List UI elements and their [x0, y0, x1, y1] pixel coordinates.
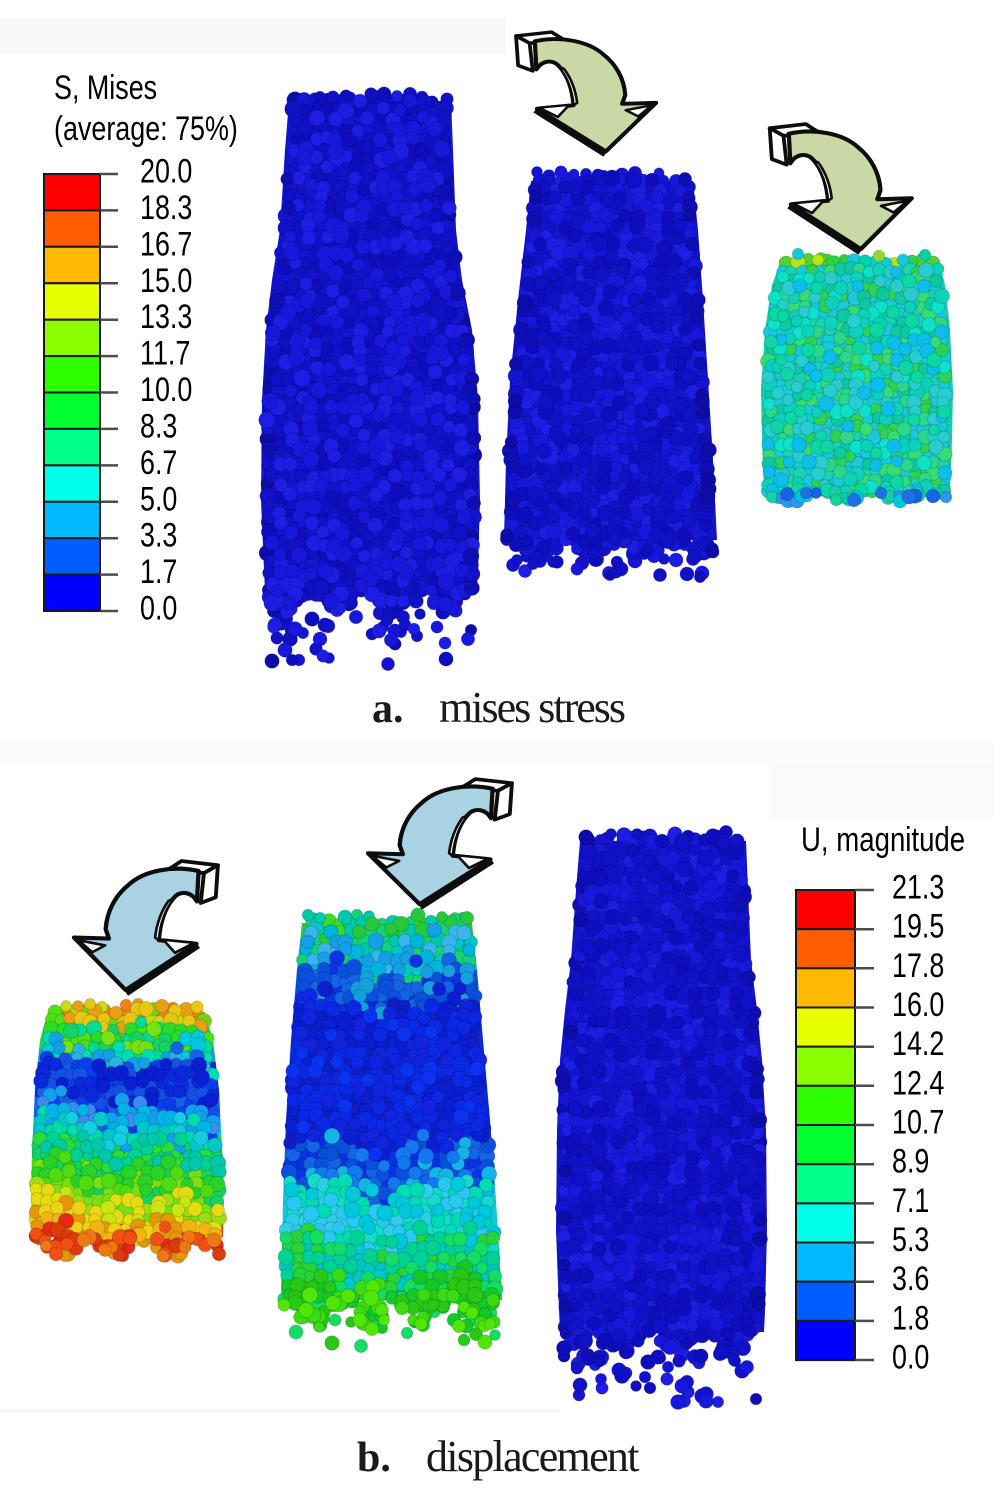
svg-text:14.2: 14.2 — [892, 1024, 944, 1063]
svg-text:(average: 75%): (average: 75%) — [54, 109, 238, 148]
svg-text:15.0: 15.0 — [140, 261, 192, 300]
svg-text:8.9: 8.9 — [892, 1141, 929, 1180]
svg-text:13.3: 13.3 — [140, 297, 192, 336]
svg-text:16.7: 16.7 — [140, 224, 192, 263]
svg-text:a.: a. — [372, 686, 404, 732]
svg-text:20.0: 20.0 — [140, 151, 192, 190]
svg-text:1.7: 1.7 — [140, 552, 177, 591]
svg-text:0.0: 0.0 — [140, 588, 177, 627]
svg-text:0.0: 0.0 — [892, 1337, 929, 1376]
svg-text:3.6: 3.6 — [892, 1259, 929, 1298]
svg-text:10.7: 10.7 — [892, 1102, 944, 1141]
svg-text:3.3: 3.3 — [140, 515, 177, 554]
svg-text:6.7: 6.7 — [140, 443, 177, 482]
svg-text:10.0: 10.0 — [140, 370, 192, 409]
svg-text:b.: b. — [357, 1435, 391, 1481]
svg-text:5.3: 5.3 — [892, 1220, 929, 1259]
svg-text:16.0: 16.0 — [892, 985, 944, 1024]
svg-text:8.3: 8.3 — [140, 406, 177, 445]
svg-text:1.8: 1.8 — [892, 1298, 929, 1337]
svg-text:12.4: 12.4 — [892, 1063, 944, 1102]
svg-text:5.0: 5.0 — [140, 479, 177, 518]
svg-text:7.1: 7.1 — [892, 1181, 929, 1220]
svg-text:19.5: 19.5 — [892, 906, 944, 945]
svg-text:21.3: 21.3 — [892, 867, 944, 906]
svg-text:U, magnitude: U, magnitude — [801, 820, 965, 859]
svg-text:11.7: 11.7 — [140, 333, 190, 372]
svg-text:18.3: 18.3 — [140, 188, 192, 227]
svg-text:S, Mises: S, Mises — [54, 68, 157, 107]
svg-text:17.8: 17.8 — [892, 946, 944, 985]
svg-text:displacement: displacement — [426, 1432, 639, 1481]
svg-text:mises stress: mises stress — [439, 683, 625, 732]
